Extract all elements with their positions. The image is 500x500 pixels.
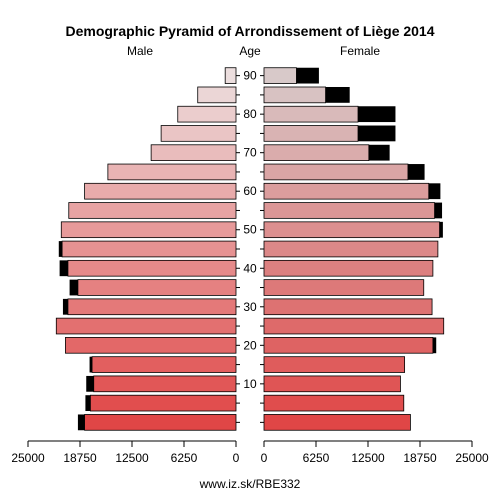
female-bar [263,221,440,239]
age-tick-label: 10 [243,377,257,391]
age-axis: 10 20 30 40 50 60 70 80 90 [236,69,264,423]
male-bar [67,298,237,316]
female-bar [263,375,401,393]
x-tick-label: 0 [233,451,240,465]
female-bar [263,86,326,104]
female-excess-bar [296,67,319,84]
female-bar [263,356,406,373]
footer-source: www.iz.sk/RBE332 [199,477,301,491]
male-bar [224,67,237,84]
age-label: Age [239,44,261,58]
female-label: Female [340,44,380,58]
age-tick-label: 30 [243,300,257,314]
x-tick-label: 12500 [351,451,385,465]
female-excess-bar [432,337,437,354]
x-tick-label: 25000 [11,451,45,465]
male-bar [160,125,237,142]
female-bar [263,182,430,200]
female-bar [263,279,425,296]
male-bars [55,67,237,431]
x-tick-label: 25000 [455,451,489,465]
male-excess-bar [89,356,93,373]
age-tick-label: 90 [243,69,257,83]
male-bar [91,356,237,373]
female-bar [263,202,435,219]
female-bar [263,337,434,354]
x-tick-label: 0 [261,451,268,465]
male-bar [93,375,237,393]
male-bar [67,259,237,277]
age-tick-label: 20 [243,338,257,352]
age-tick-label: 80 [243,107,257,121]
female-excess-bar [368,144,390,161]
male-excess-bar [59,260,68,277]
x-tick-label: 12500 [115,451,149,465]
male-bar [84,414,237,431]
age-tick-label: 60 [243,184,257,198]
female-excess-bar [434,202,443,219]
male-excess-bar [69,279,78,296]
male-excess-bar [62,298,68,315]
female-bar [263,105,359,123]
female-bar [263,67,297,84]
female-bar [263,163,409,181]
x-axis-male: 25000 18750 12500 6250 0 [11,440,240,465]
female-excess-bar [325,86,350,103]
chart-title: Demographic Pyramid of Arrondissement of… [65,23,434,39]
x-tick-label: 18750 [63,451,97,465]
x-tick-label: 6250 [303,451,330,465]
male-bar [65,337,237,354]
male-bar [177,105,237,123]
female-bars [263,67,445,431]
male-bar [77,279,237,296]
male-bar [60,221,237,239]
male-excess-bar [86,375,94,392]
male-bar [197,86,237,104]
age-tick-label: 40 [243,261,257,275]
age-tick-label: 50 [243,223,257,237]
female-bar [263,259,434,277]
female-bar [263,298,433,316]
female-bar [263,394,405,412]
male-excess-bar [58,241,63,257]
x-axis-female: 0 6250 12500 18750 25000 [261,440,489,465]
male-bar [55,317,237,335]
male-bar [150,144,237,161]
male-label: Male [127,44,153,58]
female-excess-bar [439,221,443,238]
female-bar [263,240,439,258]
male-bar [90,394,237,412]
male-excess-bar [77,414,85,431]
female-bar [263,144,370,161]
male-bar [61,240,237,258]
x-tick-label: 18750 [403,451,437,465]
male-bar [84,182,237,200]
male-bar [107,163,237,181]
male-bar [68,202,237,219]
female-excess-bar [358,125,396,142]
female-bar [263,317,445,335]
female-excess-bar [407,164,425,180]
age-tick-label: 70 [243,146,257,160]
x-tick-label: 6250 [171,451,198,465]
female-excess-bar [428,183,441,200]
female-excess-bar [358,106,396,123]
male-excess-bar [85,395,91,412]
female-bar [263,125,359,142]
female-bar [263,414,411,431]
